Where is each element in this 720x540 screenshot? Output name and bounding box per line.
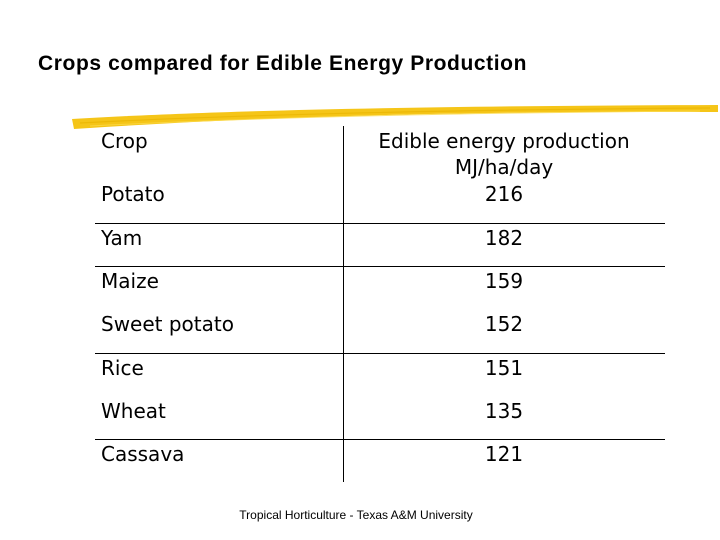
table-row-value: 151 (484, 356, 524, 380)
table-row-crop: Sweet potato (101, 312, 234, 336)
row-divider (95, 439, 665, 440)
header-energy: Edible energy production MJ/ha/day (343, 128, 665, 180)
table-row-crop: Yam (101, 226, 143, 250)
table-row-value: 182 (484, 226, 524, 250)
header-energy-line2: MJ/ha/day (454, 155, 554, 179)
table-row-value: 159 (484, 269, 524, 293)
row-divider (95, 223, 665, 224)
slide-footer: Tropical Horticulture - Texas A&M Univer… (239, 508, 473, 522)
energy-table: Crop Edible energy production MJ/ha/day … (95, 126, 665, 482)
table-row-crop: Cassava (101, 442, 185, 466)
table-row-crop: Potato (101, 182, 165, 206)
table-row-value: 152 (484, 312, 524, 336)
table-row-crop: Rice (101, 356, 144, 380)
row-divider (95, 353, 665, 354)
header-crop: Crop (101, 129, 148, 153)
table-row-value: 135 (484, 399, 524, 423)
slide-title: Crops compared for Edible Energy Product… (38, 52, 528, 75)
header-energy-line1: Edible energy production (378, 129, 630, 153)
yellow-brush-rule (72, 105, 718, 129)
table-row-value: 121 (484, 442, 524, 466)
column-divider (343, 126, 344, 482)
table-row-crop: Maize (101, 269, 159, 293)
table-row-crop: Wheat (101, 399, 166, 423)
table-row-value: 216 (484, 182, 524, 206)
row-divider (95, 266, 665, 267)
